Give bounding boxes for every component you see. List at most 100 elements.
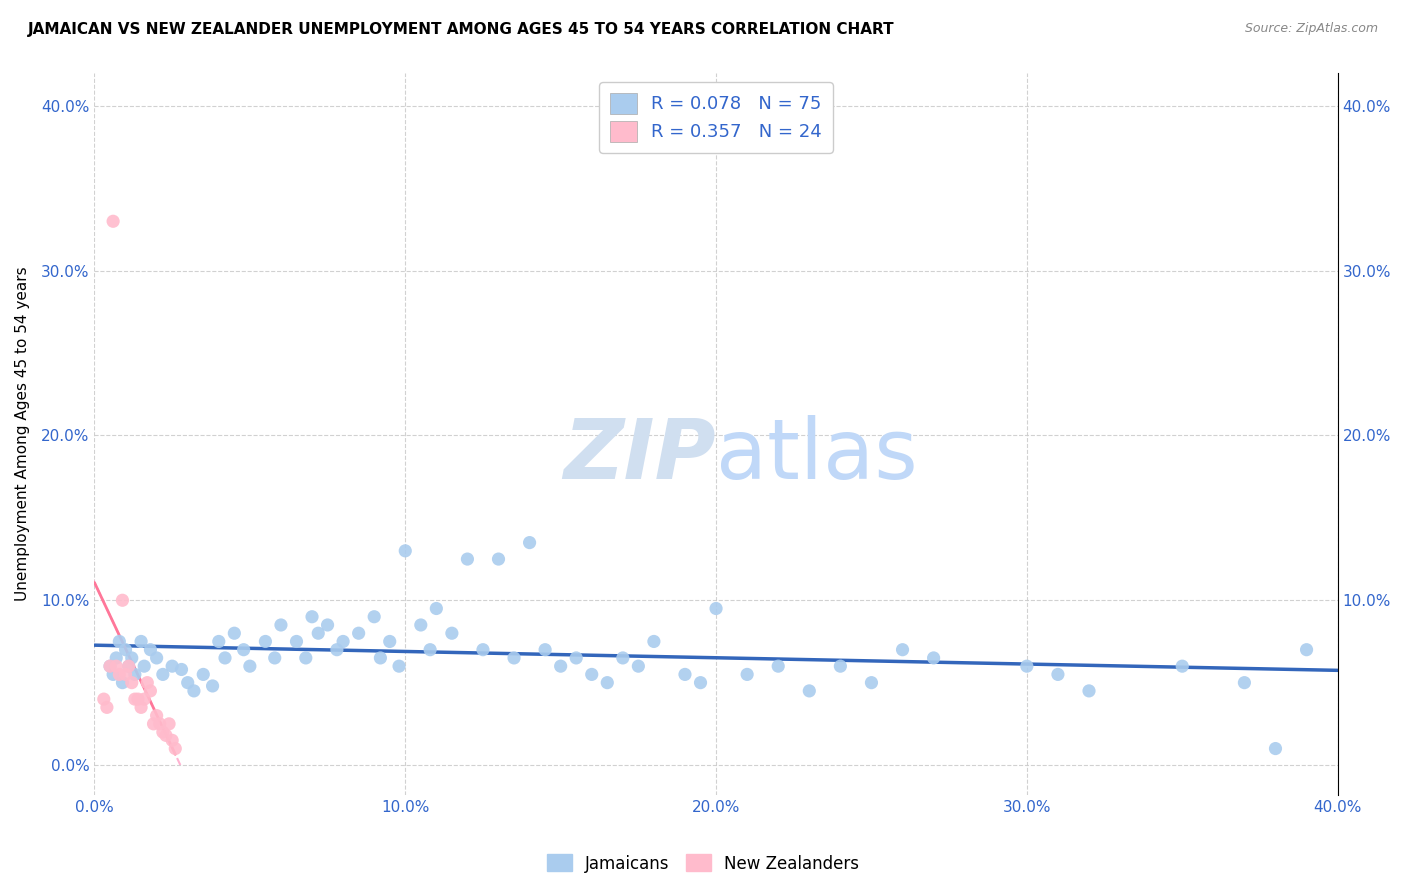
Point xyxy=(550,659,572,673)
Point xyxy=(643,634,665,648)
Point xyxy=(388,659,411,673)
Point xyxy=(152,667,174,681)
Legend: Jamaicans, New Zealanders: Jamaicans, New Zealanders xyxy=(540,847,866,880)
Point xyxy=(114,667,136,681)
Point xyxy=(201,679,224,693)
Point xyxy=(419,642,441,657)
Point xyxy=(149,716,172,731)
Point xyxy=(124,667,146,681)
Point xyxy=(295,651,318,665)
Point xyxy=(208,634,231,648)
Point xyxy=(98,659,121,673)
Point xyxy=(1078,684,1101,698)
Point xyxy=(612,651,634,665)
Point xyxy=(145,708,167,723)
Point xyxy=(134,659,156,673)
Point xyxy=(627,659,650,673)
Point xyxy=(139,684,162,698)
Point xyxy=(270,618,292,632)
Point xyxy=(254,634,277,648)
Y-axis label: Unemployment Among Ages 45 to 54 years: Unemployment Among Ages 45 to 54 years xyxy=(15,267,30,601)
Point xyxy=(224,626,246,640)
Point xyxy=(101,214,124,228)
Point xyxy=(93,692,115,706)
Point xyxy=(301,609,323,624)
Point xyxy=(121,651,143,665)
Point xyxy=(581,667,603,681)
Point xyxy=(111,675,134,690)
Point xyxy=(425,601,447,615)
Point xyxy=(105,651,128,665)
Point xyxy=(1015,659,1038,673)
Point xyxy=(105,659,128,673)
Point xyxy=(673,667,696,681)
Point xyxy=(101,667,124,681)
Point xyxy=(565,651,588,665)
Point xyxy=(440,626,463,640)
Point xyxy=(108,634,131,648)
Point xyxy=(160,733,183,747)
Point xyxy=(214,651,236,665)
Point xyxy=(98,659,121,673)
Point xyxy=(134,692,156,706)
Point xyxy=(285,634,308,648)
Point xyxy=(193,667,215,681)
Point xyxy=(363,609,385,624)
Point xyxy=(183,684,205,698)
Point xyxy=(503,651,526,665)
Point xyxy=(157,716,180,731)
Point xyxy=(111,593,134,607)
Point xyxy=(145,651,167,665)
Point xyxy=(519,535,541,549)
Point xyxy=(307,626,329,640)
Point xyxy=(830,659,852,673)
Point xyxy=(409,618,432,632)
Point xyxy=(165,741,187,756)
Point xyxy=(127,692,149,706)
Point xyxy=(799,684,821,698)
Point xyxy=(160,659,183,673)
Point xyxy=(232,642,254,657)
Point xyxy=(735,667,758,681)
Point xyxy=(1264,741,1286,756)
Point xyxy=(263,651,285,665)
Point xyxy=(170,663,193,677)
Point xyxy=(596,675,619,690)
Point xyxy=(378,634,401,648)
Point xyxy=(394,544,416,558)
Point xyxy=(1233,675,1256,690)
Point xyxy=(316,618,339,632)
Point xyxy=(326,642,349,657)
Point xyxy=(118,659,141,673)
Point xyxy=(139,642,162,657)
Point xyxy=(689,675,711,690)
Text: atlas: atlas xyxy=(716,415,918,496)
Point xyxy=(1046,667,1069,681)
Point xyxy=(347,626,370,640)
Point xyxy=(488,552,510,566)
Point xyxy=(332,634,354,648)
Point xyxy=(456,552,478,566)
Point xyxy=(1295,642,1317,657)
Point xyxy=(1171,659,1194,673)
Point xyxy=(136,675,159,690)
Point xyxy=(534,642,557,657)
Point xyxy=(96,700,118,714)
Text: ZIP: ZIP xyxy=(564,415,716,496)
Point xyxy=(239,659,262,673)
Point xyxy=(370,651,392,665)
Text: Source: ZipAtlas.com: Source: ZipAtlas.com xyxy=(1244,22,1378,36)
Text: JAMAICAN VS NEW ZEALANDER UNEMPLOYMENT AMONG AGES 45 TO 54 YEARS CORRELATION CHA: JAMAICAN VS NEW ZEALANDER UNEMPLOYMENT A… xyxy=(28,22,894,37)
Point xyxy=(108,667,131,681)
Point xyxy=(129,634,152,648)
Point xyxy=(129,700,152,714)
Point xyxy=(152,725,174,739)
Point xyxy=(766,659,789,673)
Point xyxy=(121,675,143,690)
Point xyxy=(142,716,165,731)
Point xyxy=(860,675,883,690)
Point xyxy=(922,651,945,665)
Point xyxy=(472,642,495,657)
Point xyxy=(155,728,177,742)
Point xyxy=(891,642,914,657)
